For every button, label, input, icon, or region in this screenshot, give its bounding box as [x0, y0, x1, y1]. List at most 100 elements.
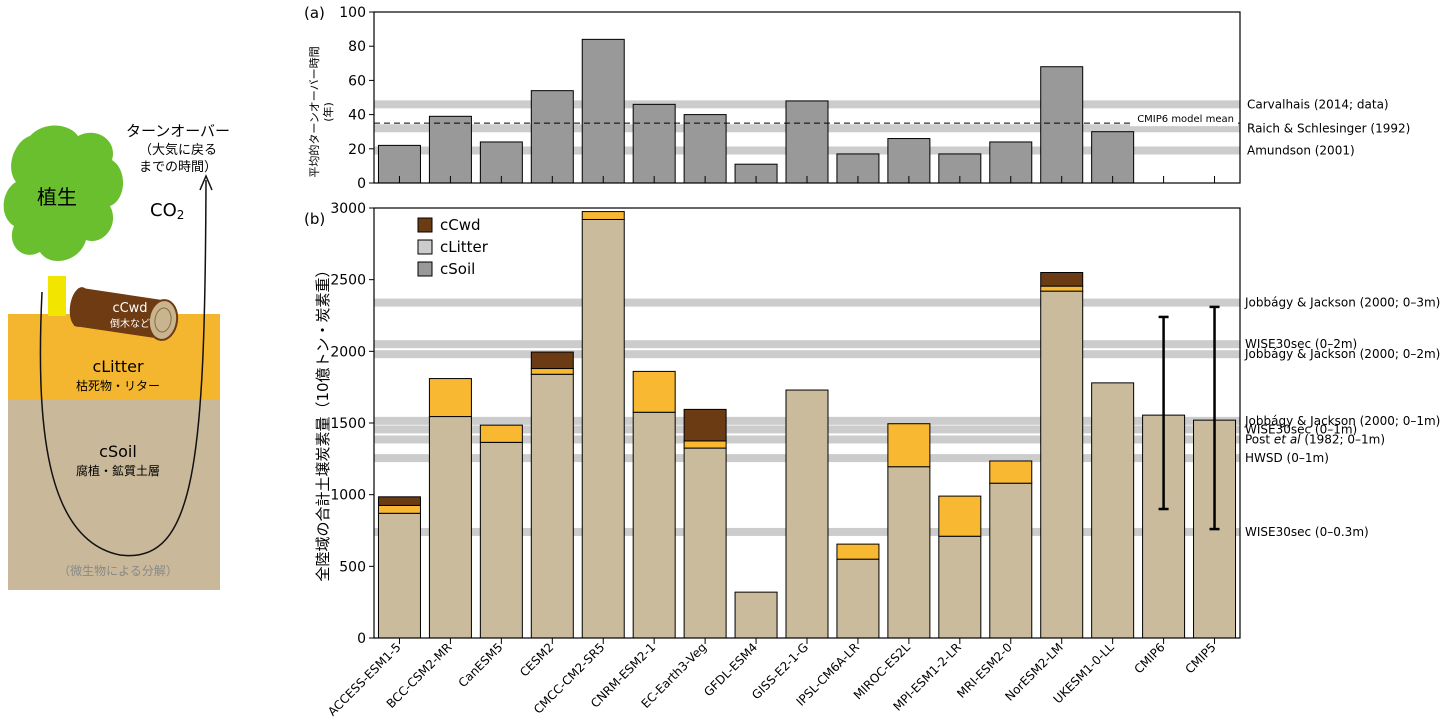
- bar-ccwd-ec-earth3-veg: [683, 408, 727, 442]
- soil-label: cSoil: [99, 442, 137, 461]
- bar-csoil-miroc-es2l: [887, 466, 931, 639]
- chart-b-legend: cCwd cLitter cSoil: [417, 216, 489, 278]
- turnover-sub2: までの時間）: [139, 160, 217, 175]
- chart-a-axes: 0 20 40 60 80 100: [339, 5, 1241, 192]
- chart-a-bars: [377, 38, 1135, 184]
- bar-clitter-ec-earth3-veg: [683, 440, 727, 449]
- bar-ccwd-cesm2: [530, 351, 574, 370]
- vegetation-label: 植生: [37, 185, 77, 209]
- bar-csoil-bcc-csm2-mr: [428, 416, 472, 639]
- legend-label-ccwd: cCwd: [440, 216, 481, 234]
- bar-clitter-ipsl-cm6a-lr: [836, 543, 880, 560]
- legend-label-csoil: cSoil: [440, 260, 475, 278]
- reference-band-jobb-gy-jackson-2000-0-2m: [374, 350, 1240, 359]
- y-tick-label-a: 20: [348, 142, 366, 158]
- reference-label-raich-schlesinger-1992: Raich & Schlesinger (1992): [1247, 121, 1410, 135]
- bar-clitter-miroc-es2l: [887, 423, 931, 468]
- y-tick-label-a: 40: [348, 108, 366, 124]
- chart-b-bars: [377, 211, 1237, 639]
- decomposition-label: （微生物による分解）: [58, 564, 178, 578]
- litter-sublabel: 枯死物・リター: [76, 378, 160, 393]
- turnover-path: [39, 179, 207, 557]
- bar-cnrm-esm2-1: [632, 103, 676, 184]
- bar-miroc-es2l: [887, 138, 931, 184]
- bar-cmcc-cm2-sr5: [581, 38, 625, 184]
- y-tick-label-b: 1500: [330, 416, 366, 432]
- bar-csoil-canesm5: [479, 441, 523, 639]
- panel-b-label: (b): [304, 210, 325, 228]
- chart-b-error-bars: [1158, 305, 1220, 531]
- soil-sublabel: 腐植・鉱質土層: [76, 463, 160, 478]
- reference-label-jobb-gy-jackson-2000-0-3m: Jobbágy & Jackson (2000; 0–3m): [1244, 296, 1440, 310]
- x-tick-label-cesm2: CESM2: [517, 640, 556, 679]
- y-tick-label-b: 3000: [330, 201, 366, 217]
- bar-csoil-giss-e2-1-g: [785, 389, 829, 639]
- bar-clitter-mpi-esm1-2-lr: [938, 495, 982, 537]
- y-tick-label-a: 0: [357, 176, 366, 192]
- panel-a-label: (a): [304, 4, 325, 22]
- bar-bcc-csm2-mr: [428, 115, 472, 184]
- reference-label-jobb-gy-jackson-2000-0-1m: Jobbágy & Jackson (2000; 0–1m): [1244, 414, 1440, 428]
- bar-csoil-access-esm1-5: [377, 512, 421, 639]
- bar-clitter-cesm2: [530, 368, 574, 375]
- chart-a: (a) 平均的ターンオーバー時間 (年) Carvalhais (2014; d…: [304, 4, 1410, 192]
- reference-label-amundson-2001: Amundson (2001): [1247, 144, 1355, 158]
- reference-band-wise30sec-0-2m: [374, 340, 1240, 349]
- x-tick-label-cmip6: CMIP6: [1132, 640, 1168, 676]
- chart-a-mean-line: CMIP6 model mean: [374, 113, 1240, 127]
- bar-csoil-cesm2: [530, 373, 574, 639]
- chart-b-ylabel: 全陸域の合計土壌炭素量（10億トン・炭素重）: [314, 262, 332, 581]
- bar-clitter-noresm2-lm: [1040, 285, 1084, 292]
- y-tick-label-b: 2000: [330, 344, 366, 360]
- turnover-arrowhead: [199, 174, 213, 191]
- reference-label-post-et-al-1982-0-1m: Post et al (1982; 0–1m): [1245, 432, 1385, 446]
- bar-ukesm1-0-ll: [1091, 131, 1135, 184]
- legend-swatch-csoil: [417, 261, 433, 277]
- carbon-diagram: 植生 cCwd 倒木など cLitter 枯死物・リター cSoil 腐植・鉱質…: [3, 122, 230, 590]
- reference-band-jobb-gy-jackson-2000-0-3m: [374, 298, 1240, 307]
- bar-giss-e2-1-g: [785, 100, 829, 184]
- bar-clitter-access-esm1-5: [377, 504, 421, 514]
- y-tick-label-b: 2500: [330, 273, 366, 289]
- bar-ccwd-access-esm1-5: [377, 496, 421, 506]
- bar-noresm2-lm: [1040, 66, 1084, 184]
- y-tick-label-b: 0: [357, 631, 366, 647]
- cwd-log: cCwd 倒木など: [69, 287, 179, 341]
- x-tick-label-canesm5: CanESM5: [456, 640, 506, 690]
- reference-label-jobb-gy-jackson-2000-0-2m: Jobbágy & Jackson (2000; 0–2m): [1244, 347, 1440, 361]
- reference-label-wise30sec-0-2m: WISE30sec (0–2m): [1245, 337, 1357, 351]
- tree-canopy: [3, 125, 124, 262]
- bar-clitter-cnrm-esm2-1: [632, 370, 676, 413]
- mean-line-label: CMIP6 model mean: [1137, 114, 1234, 125]
- cwd-label: cCwd: [112, 301, 147, 316]
- y-tick-label-a: 60: [348, 73, 366, 89]
- bar-cesm2: [530, 90, 574, 184]
- bar-csoil-ec-earth3-veg: [683, 447, 727, 639]
- y-tick-label-b: 500: [339, 559, 366, 575]
- bar-csoil-cmcc-cm2-sr5: [581, 218, 625, 639]
- legend-swatch-ccwd: [417, 217, 433, 233]
- bar-csoil-mpi-esm1-2-lr: [938, 535, 982, 639]
- legend-label-clitter: cLitter: [440, 238, 489, 256]
- bar-ec-earth3-veg: [683, 114, 727, 184]
- soil-layer: [8, 400, 220, 590]
- bar-clitter-cmcc-cm2-sr5: [581, 211, 625, 220]
- legend-swatch-clitter: [417, 239, 433, 255]
- cwd-sublabel: 倒木など: [110, 318, 150, 330]
- mean-label-bg: [1130, 113, 1238, 127]
- turnover-sub1: （大気に戻る: [139, 142, 217, 158]
- chart-a-ylabel-line2: (年): [321, 102, 335, 122]
- bar-clitter-bcc-csm2-mr: [428, 378, 472, 418]
- turnover-title: ターンオーバー: [126, 122, 230, 140]
- chart-b: (b) 全陸域の合計土壌炭素量（10億トン・炭素重） Jobbágy & Jac…: [304, 201, 1440, 719]
- y-tick-label-a: 100: [339, 5, 366, 21]
- bar-clitter-mri-esm2-0: [989, 460, 1033, 484]
- bar-csoil-gfdl-esm4: [734, 591, 778, 639]
- tree-trunk: [48, 276, 66, 316]
- litter-label: cLitter: [92, 357, 144, 376]
- bar-csoil-ukesm1-0-ll: [1091, 382, 1135, 639]
- y-tick-label-b: 1000: [330, 488, 366, 504]
- reference-label-carvalhais-2014-data: Carvalhais (2014; data): [1247, 97, 1389, 111]
- chart-a-ylabel-line1: 平均的ターンオーバー時間: [307, 46, 321, 177]
